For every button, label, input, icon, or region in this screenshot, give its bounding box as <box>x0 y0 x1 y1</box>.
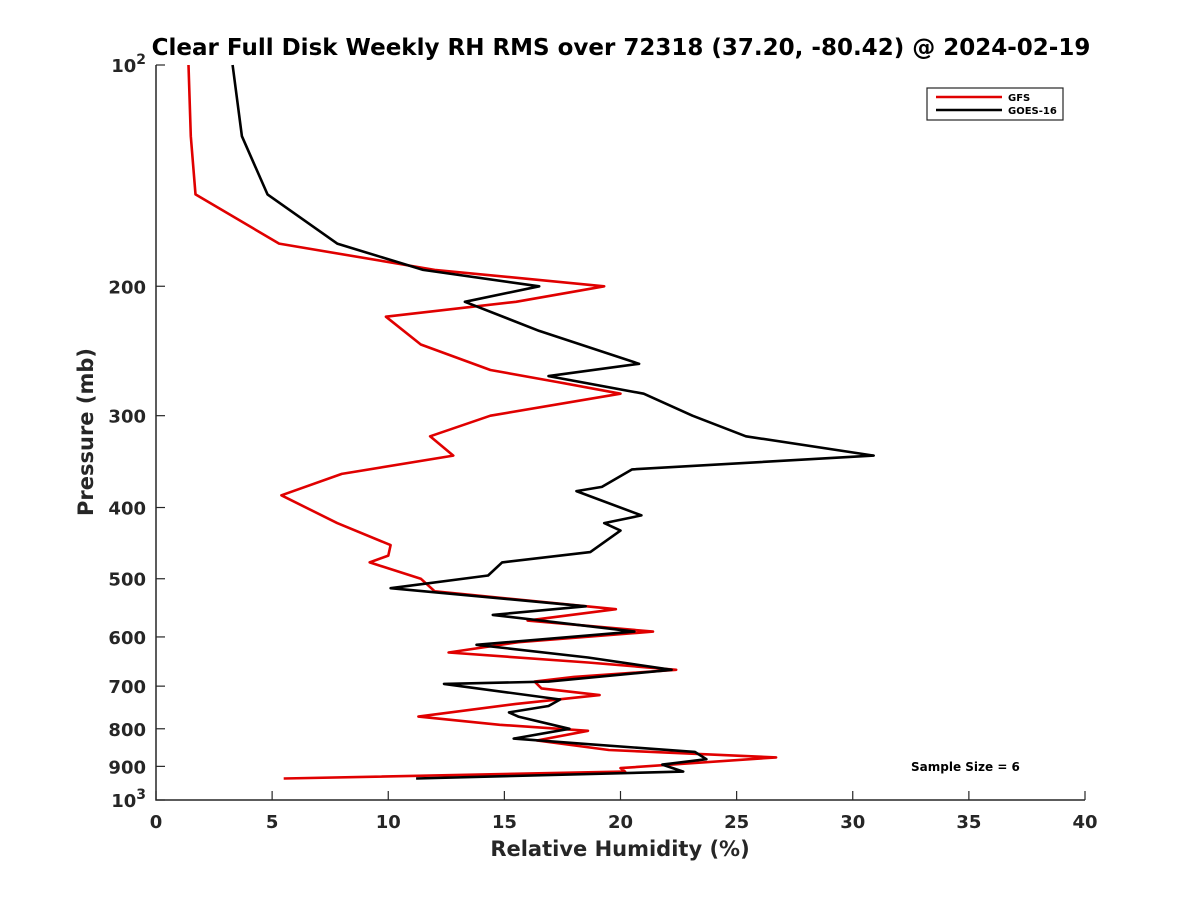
x-tick-label: 40 <box>1072 812 1097 833</box>
x-tick-label: 35 <box>956 812 981 833</box>
x-tick-label: 25 <box>724 812 749 833</box>
legend: GFS GOES-16 <box>926 87 1064 121</box>
y-tick-label: 200 <box>108 277 146 298</box>
series-line-goes16 <box>231 64 876 780</box>
series-line-gfs <box>187 64 778 780</box>
x-tick-label: 0 <box>150 812 163 833</box>
y-tick-label: 700 <box>108 677 146 698</box>
plot-axes <box>155 65 1085 801</box>
x-axis-label: Relative Humidity (%) <box>490 837 749 861</box>
y-tick-label: 103 <box>111 787 146 812</box>
legend-label-gfs: GFS <box>1008 93 1030 104</box>
chart-title: Clear Full Disk Weekly RH RMS over 72318… <box>152 35 1091 61</box>
y-tick-label: 900 <box>108 757 146 778</box>
y-tick-label: 400 <box>108 499 146 520</box>
y-axis-ticks: 102 200 300 400 500 600 700 800 900 103 <box>108 52 165 812</box>
legend-box <box>926 87 1064 121</box>
y-tick-label: 800 <box>108 720 146 741</box>
x-tick-label: 30 <box>840 812 865 833</box>
x-tick-label: 10 <box>376 812 401 833</box>
y-tick-label: 600 <box>108 628 146 649</box>
x-tick-label: 5 <box>266 812 279 833</box>
y-tick-label: 300 <box>108 407 146 428</box>
x-axis-ticks: 0 5 10 15 20 25 30 35 40 <box>150 791 1098 833</box>
sample-size-annotation: Sample Size = 6 <box>911 760 1020 774</box>
legend-label-goes16: GOES-16 <box>1008 106 1057 117</box>
x-tick-label: 20 <box>608 812 633 833</box>
y-tick-label: 500 <box>108 570 146 591</box>
y-tick-label: 102 <box>111 52 146 77</box>
x-tick-label: 15 <box>492 812 517 833</box>
y-axis-label: Pressure (mb) <box>74 348 98 516</box>
series-layer <box>187 64 876 780</box>
